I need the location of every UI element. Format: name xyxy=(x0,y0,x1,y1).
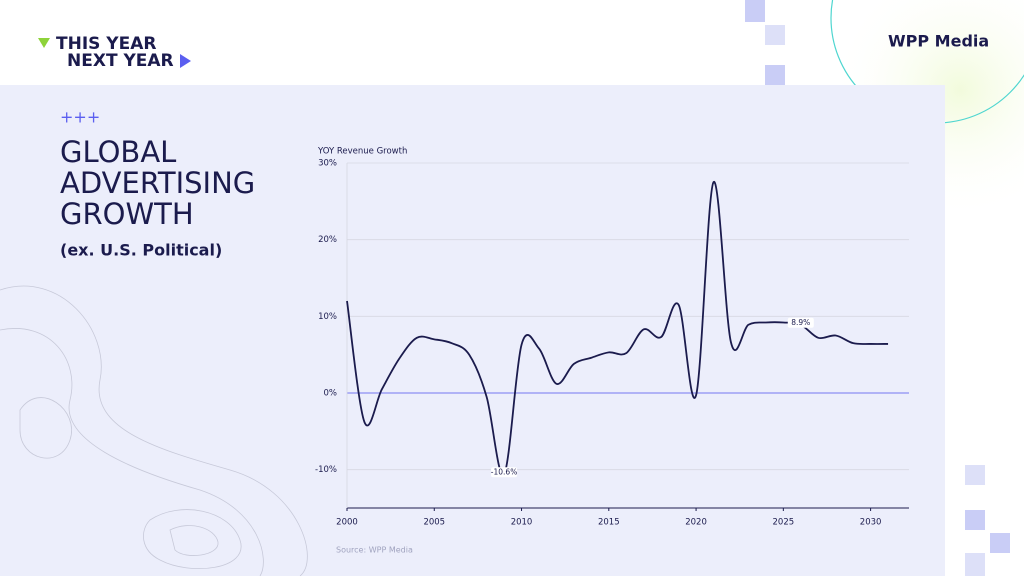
data-label: -10.6% xyxy=(491,467,518,476)
x-tick-label: 2015 xyxy=(598,518,620,528)
y-tick-label: 0% xyxy=(324,389,338,399)
x-tick-label: 2020 xyxy=(685,518,707,528)
y-tick-label: 20% xyxy=(318,235,337,245)
data-label: 8.9% xyxy=(791,318,810,327)
x-tick-label: 2005 xyxy=(423,518,445,528)
panel xyxy=(0,85,945,576)
pixels xyxy=(745,0,1010,576)
brand-text: NEXT YEAR xyxy=(67,51,174,71)
slide-title: GROWTH xyxy=(60,197,194,231)
source: Source: WPP Media xyxy=(336,546,413,555)
slide-subtitle: (ex. U.S. Political) xyxy=(60,241,222,260)
logo: WPP Media xyxy=(888,32,989,51)
x-tick-label: 2030 xyxy=(860,518,882,528)
slide-title: ADVERTISING xyxy=(60,166,255,200)
x-tick-label: 2010 xyxy=(511,518,533,528)
marker: +++ xyxy=(60,108,100,127)
slide-title: GLOBAL xyxy=(60,135,176,169)
x-tick-label: 2000 xyxy=(336,518,358,528)
brand-arrow xyxy=(38,38,50,48)
label-bg xyxy=(491,467,518,478)
x-tick-label: 2025 xyxy=(773,518,795,528)
chart-title: YOY Revenue Growth xyxy=(317,147,407,157)
contours xyxy=(0,285,308,576)
y-tick-label: -10% xyxy=(315,465,337,475)
label-bg xyxy=(787,317,814,328)
brand-text: THIS YEAR xyxy=(56,34,156,54)
y-tick-label: 10% xyxy=(318,312,337,322)
y-tick-label: 30% xyxy=(318,159,337,169)
brand-arrow xyxy=(180,54,191,68)
